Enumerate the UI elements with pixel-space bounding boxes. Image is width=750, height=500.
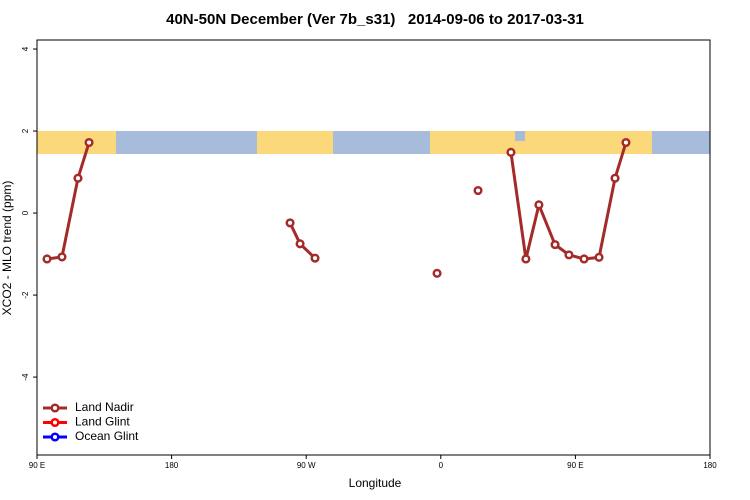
point (42, 254, 52, 264)
x-tick-label: 90 E (567, 461, 583, 470)
point (285, 218, 295, 228)
chart-title: 40N-50N December (Ver 7b_s31) 2014-09-06… (166, 11, 584, 28)
point (295, 239, 305, 249)
legend-marker (50, 417, 60, 428)
point (73, 173, 83, 183)
legend-label: Land Nadir (75, 400, 134, 414)
point (84, 137, 94, 148)
point (579, 254, 589, 264)
x-tick-label: 180 (165, 461, 179, 470)
y-tick-label: -2 (21, 291, 30, 299)
map-band (37, 131, 710, 154)
x-tick-label: 0 (439, 461, 444, 470)
point (432, 268, 442, 278)
x-tick-label: 90 W (297, 461, 316, 470)
point (57, 252, 67, 262)
x-tick-label: 90 E (29, 461, 45, 470)
legend-marker (50, 403, 60, 413)
legend-marker (50, 432, 60, 442)
y-tick-label: 2 (21, 128, 30, 133)
point (621, 137, 631, 148)
point (473, 185, 483, 196)
ocean (116, 131, 257, 154)
point (550, 240, 560, 250)
series-line (509, 142, 628, 261)
y-axis-label: XCO2 - MLO trend (ppm) (0, 181, 14, 316)
y-tick-label: 4 (21, 46, 30, 51)
ocean (333, 131, 430, 154)
legend-label: Ocean Glint (75, 429, 139, 443)
point (564, 250, 574, 260)
x-tick-label: 180 (703, 461, 717, 470)
series-line (46, 142, 91, 261)
plot-frame (36, 39, 711, 456)
point (534, 200, 544, 210)
point (521, 254, 531, 264)
ocean (652, 131, 710, 154)
point (506, 147, 516, 157)
ocean (515, 131, 525, 141)
y-tick-label: -4 (21, 373, 30, 381)
legend-label: Land Glint (75, 415, 130, 429)
y-tick-label: 0 (21, 210, 30, 215)
x-axis-label: Longitude (349, 476, 402, 490)
point (310, 253, 320, 263)
point (594, 252, 604, 262)
point (610, 173, 620, 183)
